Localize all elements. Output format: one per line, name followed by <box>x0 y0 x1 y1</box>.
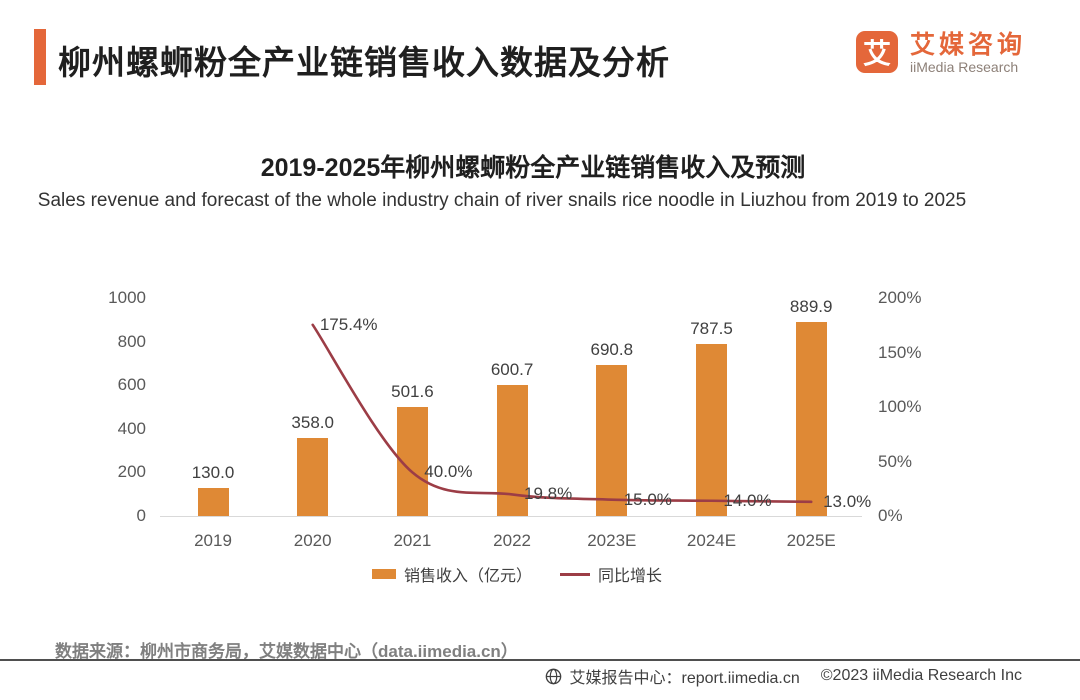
revenue-bar <box>596 365 628 516</box>
category-label: 2023E <box>587 531 637 550</box>
growth-line-label: 40.0% <box>424 462 473 482</box>
growth-line-label: 175.4% <box>319 314 378 334</box>
report-center-text: 艾媒报告中心：report.iimedia.cn <box>569 670 800 687</box>
iimedia-logo: 艾 艾媒咨询 iiMedia Research <box>856 31 1026 75</box>
left-axis-tick: 200 <box>117 462 146 482</box>
revenue-bar-label: 690.8 <box>590 340 634 360</box>
revenue-bar <box>297 437 329 516</box>
growth-line-label: 14.0% <box>723 490 772 510</box>
category-label: 2022 <box>493 531 532 550</box>
right-axis-tick: 150% <box>878 342 922 362</box>
right-axis-tick: 200% <box>878 288 922 307</box>
right-axis-tick: 0% <box>878 506 903 525</box>
left-axis-tick: 0 <box>136 506 146 525</box>
logo-name-en: iiMedia Research <box>910 59 1019 75</box>
category-label: 2024E <box>686 531 737 550</box>
x-axis-line <box>160 516 862 517</box>
legend-bar-swatch <box>371 569 396 579</box>
revenue-bar-label: 787.5 <box>690 319 733 339</box>
legend-item-growth: 同比增长 <box>560 562 662 586</box>
copyright-text: ©2023 iiMedia Research Inc <box>820 667 1022 684</box>
growth-line-label: 15.0% <box>623 489 672 509</box>
revenue-bar-label: 889.9 <box>789 297 833 316</box>
revenue-bar-label: 130.0 <box>191 462 235 482</box>
globe-icon <box>546 668 562 684</box>
legend-line-swatch <box>560 572 590 576</box>
revenue-bar-label: 358.0 <box>291 412 334 432</box>
category-label: 2019 <box>194 531 232 550</box>
category-label: 2025E <box>786 531 836 550</box>
iimedia-logo-icon: 艾 <box>856 31 898 73</box>
growth-line-label: 13.0% <box>823 491 872 511</box>
page-title: 柳州螺蛳粉全产业链销售收入数据及分析 <box>58 44 670 81</box>
left-axis-tick: 600 <box>117 375 146 395</box>
logo-name-cn: 艾媒咨询 <box>910 31 1027 59</box>
revenue-bar <box>197 487 229 516</box>
left-axis-tick: 1000 <box>108 288 146 307</box>
chart-subtitle: Sales revenue and forecast of the whole … <box>37 190 967 211</box>
left-axis-tick: 400 <box>117 418 146 438</box>
right-axis-tick: 100% <box>878 397 922 416</box>
right-axis-tick: 50% <box>878 451 913 471</box>
data-source-note: 数据来源：柳州市商务局，艾媒数据中心（data.iimedia.cn） <box>55 642 518 661</box>
left-axis-tick: 800 <box>117 331 146 351</box>
footer-divider <box>0 659 1080 661</box>
logo-text: 艾媒咨询 iiMedia Research <box>910 31 1026 75</box>
legend-revenue-label: 销售收入（亿元） <box>403 568 532 585</box>
chart-title: 2019-2025年柳州螺蛳粉全产业链销售收入及预测 <box>260 154 806 182</box>
revenue-bar-label: 501.6 <box>391 381 434 401</box>
category-label: 2021 <box>393 531 432 550</box>
category-label: 2020 <box>293 531 332 550</box>
revenue-bar-label: 600.7 <box>490 360 534 380</box>
growth-line-label: 19.8% <box>523 484 573 504</box>
growth-line <box>311 323 813 504</box>
legend-growth-label: 同比增长 <box>598 568 663 585</box>
legend-item-revenue: 销售收入（亿元） <box>371 562 532 586</box>
bottom-footer: 艾媒报告中心：report.iimedia.cn ©2023 iiMedia R… <box>545 664 1022 688</box>
chart-legend: 销售收入（亿元） 同比增长 <box>0 562 1034 586</box>
revenue-bar <box>696 344 727 516</box>
header-accent-bar <box>34 29 46 85</box>
revenue-bar <box>795 322 827 516</box>
